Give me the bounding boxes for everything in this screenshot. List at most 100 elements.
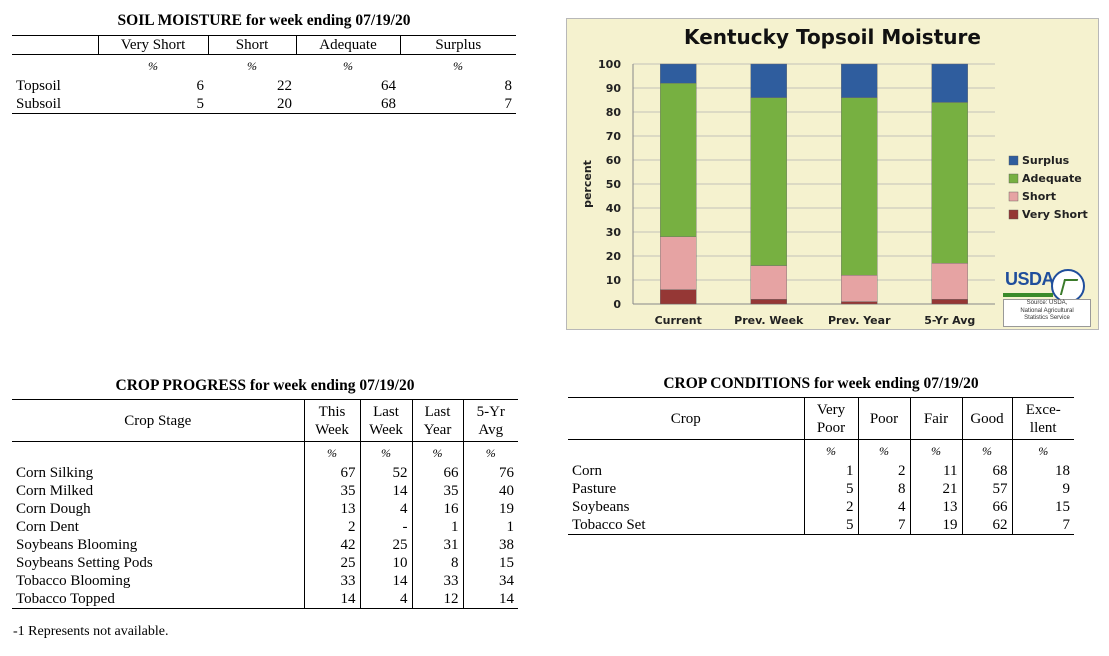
cell-value: 66 (411, 464, 463, 482)
cell-value: 62 (961, 516, 1012, 535)
bar-segment-very-short (750, 299, 787, 305)
usda-logo: USDA Source: USDA, National Agricultural… (1003, 269, 1091, 327)
table-row: Corn 1 2 11 68 18 (568, 462, 1074, 480)
source-line: Statistics Service (1024, 315, 1070, 321)
y-tick-label: 60 (606, 154, 622, 167)
cell-value: 1 (462, 518, 518, 536)
bar-segment-adequate (660, 82, 697, 238)
y-tick-label: 100 (598, 58, 621, 71)
legend-label: Short (1022, 190, 1056, 203)
cell-value: 12 (411, 590, 463, 609)
cell-value: 7 (1011, 516, 1074, 535)
cell-value: 5 (803, 480, 858, 498)
cell-value: 19 (462, 500, 518, 518)
cell-value: 35 (411, 482, 463, 500)
row-label: Soybeans Blooming (16, 537, 138, 553)
cell-value: 2 (303, 518, 360, 536)
topsoil-moisture-chart: Kentucky Topsoil Moisture 0 10 20 30 40 50 60 7… (566, 18, 1099, 330)
soil-header: Very Short (97, 35, 208, 55)
chart-canvas: 0 10 20 30 40 50 60 70 80 90 100 percent Current Prev… (581, 58, 1088, 327)
table-row: Topsoil 6 22 64 8 (12, 77, 516, 95)
legend-label: Surplus (1022, 154, 1070, 167)
bar-segment-surplus (750, 63, 787, 98)
cell-value: 14 (359, 482, 412, 500)
cell-value: 7 (857, 516, 910, 535)
bar-segment-adequate (931, 102, 968, 264)
row-label: Subsoil (12, 95, 98, 114)
legend-label: Adequate (1022, 172, 1082, 185)
conditions-header: Good (961, 397, 1012, 440)
cell-value: 34 (462, 572, 518, 590)
row-label: Pasture (572, 481, 617, 497)
conditions-header: Exce-llent (1011, 397, 1074, 440)
cell-value: 4 (359, 500, 412, 518)
cell-value: 31 (411, 536, 463, 554)
cell-value: 76 (462, 464, 518, 482)
table-row: Pasture 5 8 21 57 9 (568, 480, 1074, 498)
row-label: Tobacco Topped (12, 590, 304, 609)
cell-value: 25 (303, 554, 360, 572)
cell-value: 13 (909, 498, 962, 516)
table-row: Corn Dough 13 4 16 19 (12, 500, 518, 518)
progress-header: Last Week (359, 399, 412, 442)
row-label: Tobacco Blooming (16, 573, 131, 589)
cell-value: 38 (462, 536, 518, 554)
conditions-header: Poor (857, 397, 910, 440)
bar-segment-very-short (841, 301, 878, 305)
nass-seal-icon (1051, 269, 1085, 303)
row-label: Soybeans (572, 499, 630, 515)
y-tick-label: 70 (606, 130, 622, 143)
cell-value: 21 (909, 480, 962, 498)
source-line: Source: USDA, (1026, 300, 1068, 306)
legend-swatch (1008, 191, 1019, 202)
unit-label: % (857, 439, 910, 462)
cell-value: 5 (803, 516, 858, 535)
bar-segment-adequate (841, 97, 878, 276)
unit-label: % (303, 441, 360, 464)
cell-value: 7 (400, 95, 516, 114)
cell-value: 11 (909, 462, 962, 480)
cell-value: 14 (303, 590, 360, 609)
cell-value: 8 (411, 554, 463, 572)
logo-stripe-icon (1003, 293, 1053, 297)
table-row: Tobacco Blooming 33 14 33 34 (12, 572, 518, 590)
bar-segment-very-short (660, 289, 697, 305)
cell-value: 13 (303, 500, 360, 518)
row-label: Tobacco Set (568, 516, 804, 535)
bar-segment-short (750, 265, 787, 300)
cell-value: 64 (381, 78, 396, 94)
conditions-header: Fair (909, 397, 962, 440)
cell-value: - (359, 518, 412, 536)
soil-header: Surplus (399, 35, 516, 55)
soil-moisture-table: Very Short Short Adequate Surplus % % % … (12, 35, 516, 114)
crop-progress-table: Crop Stage This Week Last Week Last Year 5-… (12, 399, 518, 609)
cell-value: 40 (462, 482, 518, 500)
unit-label: % (803, 439, 858, 462)
unit-label: % (411, 441, 463, 464)
cell-value: 2 (857, 462, 910, 480)
progress-unit-row: % % % % (12, 441, 518, 464)
row-label: Corn Silking (16, 465, 94, 481)
cell-value: 2 (803, 498, 858, 516)
table-row: Corn Milked 35 14 35 40 (12, 482, 518, 500)
legend-swatch (1008, 173, 1019, 184)
y-tick-label: 50 (606, 178, 622, 191)
bar-segment-short (841, 275, 878, 302)
cell-value: 20 (208, 95, 296, 114)
legend-label: Very Short (1022, 208, 1088, 221)
conditions-unit-row: % % % % % (568, 439, 1074, 462)
x-tick-label: Current (655, 314, 702, 327)
bar-segment-adequate (750, 97, 787, 266)
table-row: Corn Dent 2-1 1 (12, 518, 518, 536)
soil-unit-row: % % % % (12, 55, 516, 78)
unit-label: % (343, 59, 353, 73)
cell-value: 8 (504, 78, 513, 94)
crop-header: Crop (568, 397, 804, 440)
y-tick-label: 40 (606, 202, 622, 215)
bar-segment-surplus (841, 63, 878, 98)
cell-value: 5 (98, 95, 208, 114)
cell-value: 68 (296, 95, 400, 114)
crop-conditions-table: Crop Very Poor Poor Fair Good Exce-llent … (568, 397, 1074, 535)
chart-title: Kentucky Topsoil Moisture (684, 25, 981, 49)
cell-value: 1 (803, 462, 858, 480)
